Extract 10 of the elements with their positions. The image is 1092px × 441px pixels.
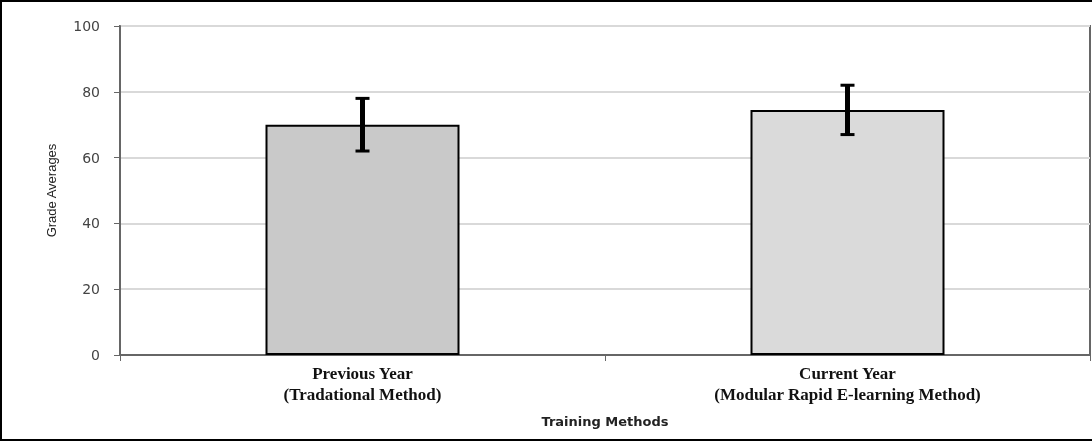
y-tick-label: 40 — [82, 215, 100, 232]
y-tick-label: 20 — [82, 281, 100, 298]
x-tick-label: Current Year (Modular Rapid E-learning Method) — [714, 364, 981, 404]
y-tick-label: 80 — [82, 83, 100, 100]
y-axis-title: Grade Averages — [44, 143, 59, 238]
x-tick-label: Previous Year (Tradational Method) — [283, 364, 442, 404]
x-axis-title: Training Methods — [541, 414, 669, 429]
y-tick-label: 60 — [82, 149, 100, 166]
y-tick-label: 100 — [73, 18, 100, 34]
y-tick-label: 0 — [91, 347, 100, 363]
